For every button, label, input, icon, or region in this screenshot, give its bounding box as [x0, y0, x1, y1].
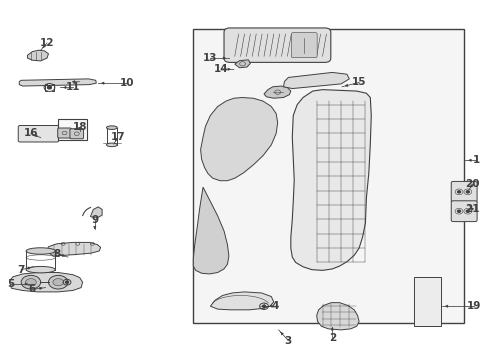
- Ellipse shape: [21, 275, 41, 289]
- Polygon shape: [193, 187, 228, 274]
- Ellipse shape: [53, 279, 63, 286]
- Text: 15: 15: [351, 77, 366, 87]
- Text: 6: 6: [29, 284, 36, 294]
- Text: 11: 11: [65, 82, 80, 93]
- Circle shape: [65, 281, 68, 283]
- FancyBboxPatch shape: [224, 28, 330, 62]
- Text: 9: 9: [91, 215, 98, 225]
- Polygon shape: [210, 292, 273, 310]
- Polygon shape: [290, 90, 370, 270]
- Text: 13: 13: [203, 53, 217, 63]
- Polygon shape: [264, 86, 290, 98]
- FancyBboxPatch shape: [450, 201, 476, 222]
- Text: 20: 20: [465, 179, 479, 189]
- FancyBboxPatch shape: [58, 128, 71, 138]
- FancyBboxPatch shape: [291, 33, 317, 58]
- Circle shape: [457, 210, 460, 212]
- Circle shape: [466, 191, 468, 193]
- Text: 5: 5: [7, 279, 14, 289]
- Polygon shape: [200, 98, 277, 181]
- FancyBboxPatch shape: [70, 129, 83, 139]
- Text: 10: 10: [120, 78, 135, 88]
- Ellipse shape: [26, 248, 55, 254]
- Polygon shape: [9, 273, 82, 292]
- Text: 14: 14: [214, 64, 228, 74]
- Circle shape: [47, 86, 51, 89]
- Circle shape: [262, 305, 265, 307]
- FancyBboxPatch shape: [18, 126, 59, 142]
- Text: 17: 17: [110, 132, 125, 142]
- Ellipse shape: [48, 275, 68, 289]
- Text: 8: 8: [53, 248, 61, 258]
- Text: 16: 16: [23, 129, 38, 138]
- Polygon shape: [47, 242, 101, 256]
- Bar: [58, 119, 87, 140]
- FancyBboxPatch shape: [450, 181, 476, 202]
- Circle shape: [457, 191, 460, 193]
- Text: 18: 18: [72, 122, 87, 132]
- Text: 4: 4: [270, 301, 278, 311]
- Circle shape: [466, 210, 468, 212]
- Ellipse shape: [26, 266, 55, 273]
- Polygon shape: [27, 50, 48, 61]
- Text: 7: 7: [18, 265, 25, 275]
- Polygon shape: [234, 60, 250, 68]
- Bar: [193, 30, 463, 323]
- Ellipse shape: [106, 126, 117, 130]
- Polygon shape: [283, 72, 348, 89]
- Text: 3: 3: [284, 336, 291, 346]
- Ellipse shape: [25, 279, 36, 286]
- Text: 2: 2: [328, 333, 335, 343]
- Text: 1: 1: [471, 155, 479, 165]
- Polygon shape: [316, 303, 358, 330]
- Text: 12: 12: [40, 38, 54, 48]
- Polygon shape: [19, 79, 96, 86]
- Polygon shape: [90, 207, 102, 217]
- Ellipse shape: [106, 143, 117, 147]
- Text: 19: 19: [466, 301, 480, 311]
- Text: 21: 21: [465, 204, 479, 215]
- Bar: [413, 277, 440, 326]
